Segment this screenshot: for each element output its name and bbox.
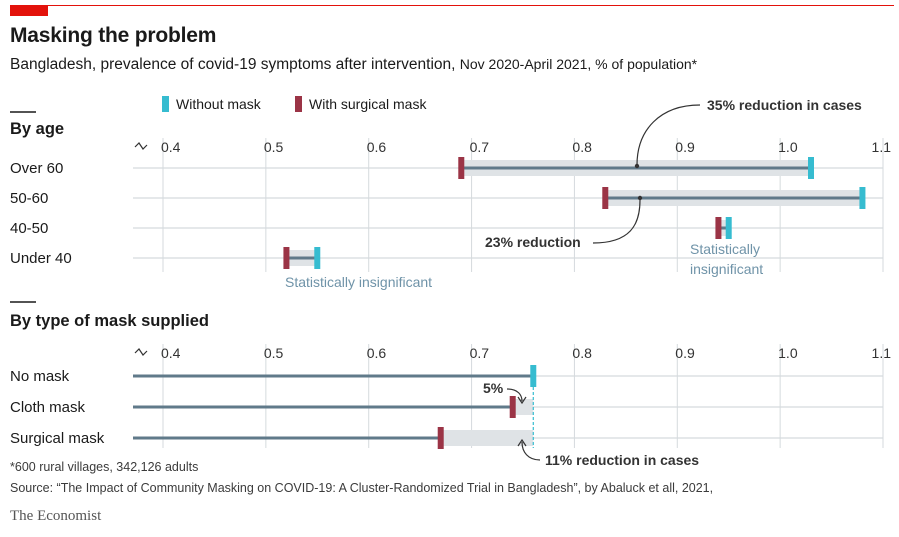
annotation-arrow <box>517 438 527 447</box>
panel-by-age: By age 0.4 0.5 0.6 0.7 0.8 0.9 1.0 1.1 Over 60 50-… <box>10 97 891 290</box>
annotation-dot <box>634 163 640 169</box>
annotation-11-reduction: 11% reduction in cases <box>545 452 699 468</box>
tick-label: 0.5 <box>264 345 284 361</box>
legend-label-with-mask: With surgical mask <box>309 96 427 112</box>
annotation-23-reduction: 23% reduction <box>485 234 581 250</box>
axis-break-icon <box>134 142 148 150</box>
reduction-band <box>440 430 534 446</box>
annotation-arrow <box>517 396 527 405</box>
tick-label: 0.7 <box>470 345 490 361</box>
legend-swatch-without-mask <box>162 96 169 112</box>
tick-label: 1.0 <box>778 139 798 155</box>
marker-with-mask-under-40 <box>283 247 290 269</box>
subtitle-main: Bangladesh, prevalence of covid-19 sympt… <box>10 56 456 73</box>
tick-label: 1.1 <box>872 139 892 155</box>
tick-label: 0.4 <box>161 345 181 361</box>
tick-label: 0.5 <box>264 139 284 155</box>
annotation-statistically-insignificant-line2: insignificant <box>690 261 763 277</box>
subtitle-rest: Nov 2020-April 2021, % of population* <box>459 56 698 72</box>
row-label-50-60: 50-60 <box>10 190 48 207</box>
annotation-5-percent: 5% <box>483 380 504 396</box>
marker-without-mask-40-50 <box>725 217 732 239</box>
top-rule <box>10 5 894 6</box>
brand-logo-text: The Economist <box>10 508 102 524</box>
annotation-statistically-insignificant: Statistically insignificant <box>285 274 432 290</box>
tick-label: 0.6 <box>367 139 387 155</box>
marker-no-mask <box>530 365 537 387</box>
marker-with-mask-over-60 <box>458 157 465 179</box>
tick-label: 0.8 <box>572 139 592 155</box>
tick-label: 0.7 <box>470 139 490 155</box>
marker-surgical-mask <box>437 427 444 449</box>
marker-with-mask-50-60 <box>602 187 609 209</box>
chart-title: Masking the problem <box>10 24 217 47</box>
row-label-surgical-mask: Surgical mask <box>10 430 105 447</box>
axis-break-icon <box>134 348 148 356</box>
marker-cloth-mask <box>509 396 516 418</box>
marker-with-mask-40-50 <box>715 217 722 239</box>
annotation-leader <box>636 104 701 166</box>
row-label-40-50: 40-50 <box>10 220 48 237</box>
legend-item-without-mask: Without mask <box>162 96 261 112</box>
row-label-over-60: Over 60 <box>10 160 63 177</box>
reduction-band <box>512 399 534 415</box>
legend-item-with-mask: With surgical mask <box>295 96 426 112</box>
annotation-statistically-insignificant-line1: Statistically <box>690 241 760 257</box>
tick-label: 0.6 <box>367 345 387 361</box>
tick-label: 0.8 <box>572 345 592 361</box>
row-label-under-40: Under 40 <box>10 250 72 267</box>
row-label-cloth-mask: Cloth mask <box>10 399 86 416</box>
legend-label-without-mask: Without mask <box>176 96 261 112</box>
marker-without-mask-under-40 <box>314 247 321 269</box>
economist-red-tag <box>10 5 48 16</box>
marker-without-mask-50-60 <box>859 187 866 209</box>
annotation-dot <box>637 195 643 201</box>
chart-subtitle: Bangladesh, prevalence of covid-19 sympt… <box>10 56 697 74</box>
section-title: By age <box>10 120 64 138</box>
source-note: Source: “The Impact of Community Masking… <box>10 481 714 495</box>
panel-by-mask-type: By type of mask supplied 0.4 0.5 0.6 0.7 0.8 0… <box>10 301 892 468</box>
row-label-no-mask: No mask <box>10 368 70 385</box>
tick-label: 1.1 <box>872 345 892 361</box>
annotation-35-reduction: 35% reduction in cases <box>707 97 862 113</box>
section-title: By type of mask supplied <box>10 312 209 330</box>
tick-label: 1.0 <box>778 345 798 361</box>
annotation-leader <box>521 441 541 461</box>
tick-label: 0.9 <box>675 139 695 155</box>
tick-label: 0.4 <box>161 139 181 155</box>
marker-without-mask-over-60 <box>808 157 814 179</box>
tick-label: 0.9 <box>675 345 695 361</box>
annotation-leader <box>592 199 641 244</box>
footnote: *600 rural villages, 342,126 adults <box>10 460 199 474</box>
legend-swatch-with-mask <box>295 96 302 112</box>
annotation-leader <box>506 388 523 402</box>
